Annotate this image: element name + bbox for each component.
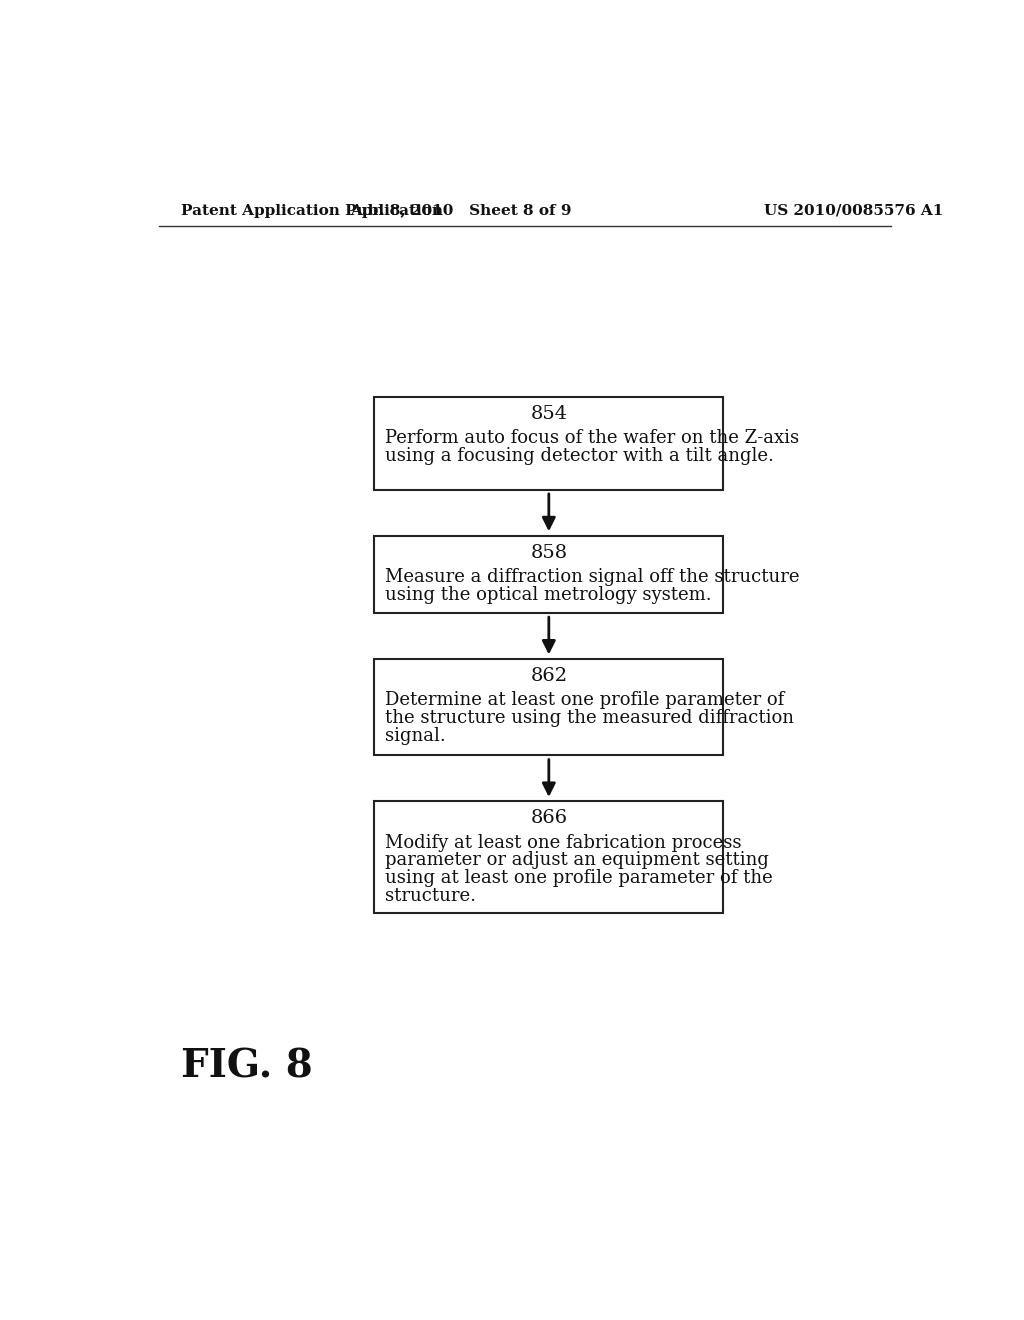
Text: Perform auto focus of the wafer on the Z-axis: Perform auto focus of the wafer on the Z… xyxy=(385,429,800,447)
Text: Patent Application Publication: Patent Application Publication xyxy=(180,203,442,218)
Text: parameter or adjust an equipment setting: parameter or adjust an equipment setting xyxy=(385,851,769,870)
Bar xyxy=(375,659,723,755)
Text: structure.: structure. xyxy=(385,887,476,904)
Bar xyxy=(375,536,723,612)
Text: the structure using the measured diffraction: the structure using the measured diffrac… xyxy=(385,709,795,727)
Text: Modify at least one fabrication process: Modify at least one fabrication process xyxy=(385,834,741,851)
Text: Determine at least one profile parameter of: Determine at least one profile parameter… xyxy=(385,692,784,709)
Bar xyxy=(375,801,723,913)
Text: using at least one profile parameter of the: using at least one profile parameter of … xyxy=(385,869,773,887)
Bar xyxy=(375,397,723,490)
Text: using the optical metrology system.: using the optical metrology system. xyxy=(385,586,712,603)
Text: Measure a diffraction signal off the structure: Measure a diffraction signal off the str… xyxy=(385,568,800,586)
Text: 862: 862 xyxy=(530,667,567,685)
Text: FIG. 8: FIG. 8 xyxy=(180,1048,312,1086)
Text: 866: 866 xyxy=(530,809,567,828)
Text: Apr. 8, 2010   Sheet 8 of 9: Apr. 8, 2010 Sheet 8 of 9 xyxy=(350,203,572,218)
Text: 854: 854 xyxy=(530,405,567,422)
Text: signal.: signal. xyxy=(385,726,446,744)
Text: 858: 858 xyxy=(530,544,567,561)
Text: US 2010/0085576 A1: US 2010/0085576 A1 xyxy=(764,203,943,218)
Text: using a focusing detector with a tilt angle.: using a focusing detector with a tilt an… xyxy=(385,447,774,465)
